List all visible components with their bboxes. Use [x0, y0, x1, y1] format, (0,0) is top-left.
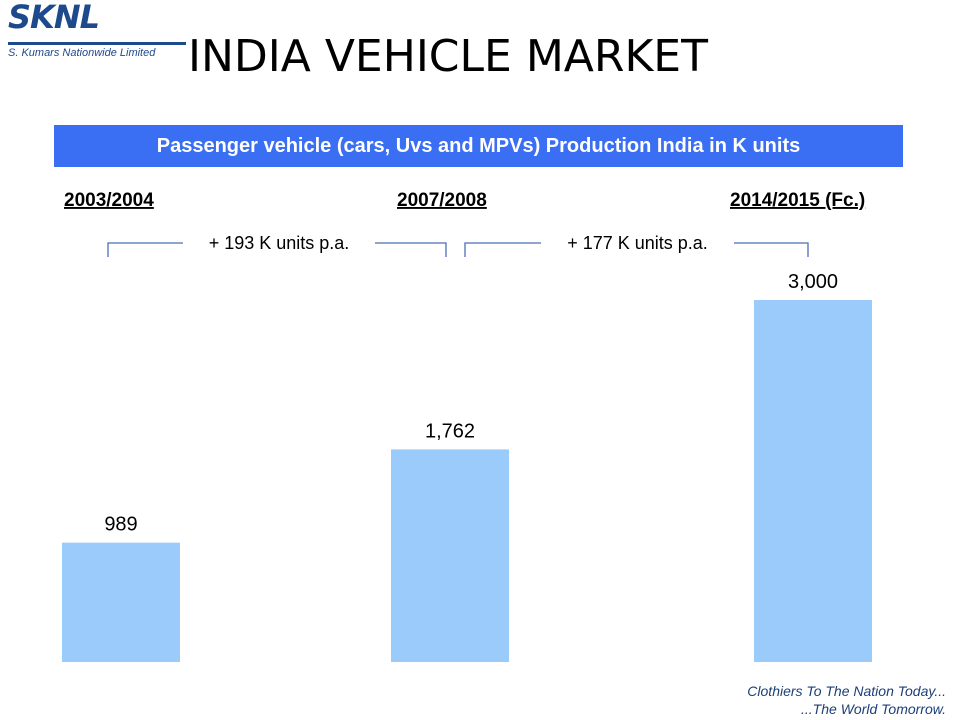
footer-slogan: Clothiers To The Nation Today... ...The … — [747, 682, 946, 718]
slogan-line-1: Clothiers To The Nation Today... — [747, 683, 946, 699]
bar-value-label: 989 — [104, 514, 137, 536]
growth-annotation: + 177 K units p.a. — [567, 233, 708, 253]
bar-value-label: 3,000 — [788, 271, 838, 293]
bar-value-label: 1,762 — [425, 420, 475, 442]
bar — [62, 542, 180, 662]
growth-bracket — [107, 242, 447, 257]
company-logo: SKNL S. Kumars Nationwide Limited — [8, 0, 188, 64]
slide-title: INDIA VEHICLE MARKET — [188, 31, 708, 82]
growth-annotation: + 193 K units p.a. — [209, 233, 350, 253]
chart-title: Passenger vehicle (cars, Uvs and MPVs) P… — [54, 125, 903, 167]
bar — [391, 449, 509, 662]
period-label: 2003/2004 — [64, 190, 154, 211]
period-label: 2014/2015 (Fc.) — [730, 190, 865, 211]
logo-tagline: S. Kumars Nationwide Limited — [8, 42, 186, 59]
period-label: 2007/2008 — [397, 190, 487, 211]
slogan-line-2: ...The World Tomorrow. — [801, 701, 946, 717]
bar — [754, 300, 872, 662]
growth-bracket — [464, 242, 809, 257]
logo-brand: SKNL — [8, 0, 100, 36]
